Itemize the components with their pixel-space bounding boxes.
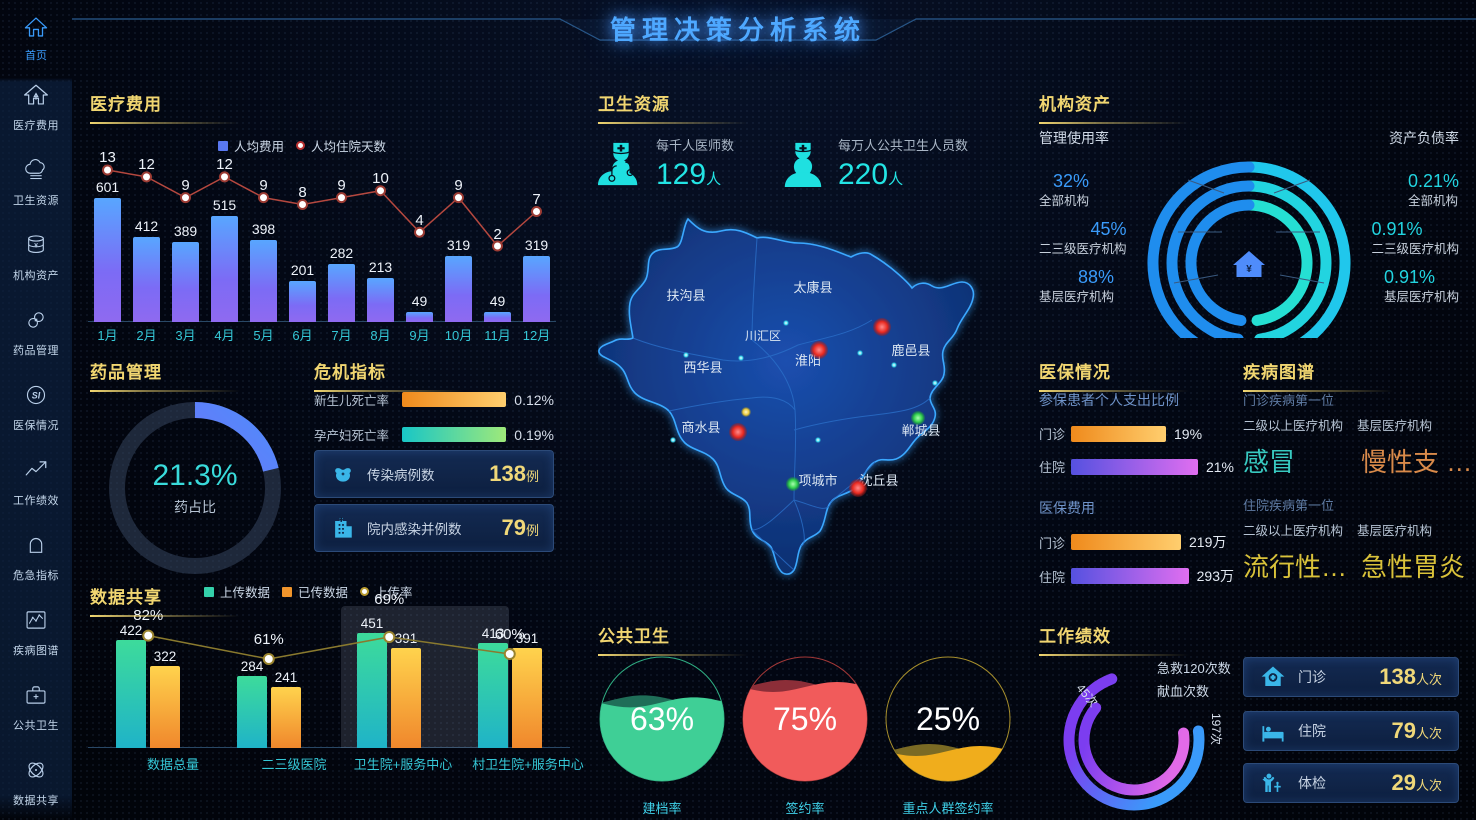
svg-text:郸城县: 郸城县 [901, 423, 940, 438]
svg-text:西华县: 西华县 [683, 360, 722, 375]
svg-text:项城市: 项城市 [798, 473, 837, 488]
svg-text:12: 12 [138, 156, 155, 173]
svg-text:鹿邑县: 鹿邑县 [891, 343, 930, 358]
svg-text:69%: 69% [374, 591, 404, 608]
svg-text:¥: ¥ [1246, 264, 1252, 275]
svg-text:8: 8 [298, 184, 306, 201]
svg-text:9: 9 [337, 177, 345, 194]
svg-text:197次: 197次 [1209, 713, 1223, 745]
svg-text:SI: SI [32, 390, 41, 400]
svg-text:商水县: 商水县 [681, 420, 720, 435]
svg-text:7: 7 [532, 191, 540, 208]
svg-text:太康县: 太康县 [793, 280, 832, 295]
svg-text:9: 9 [181, 177, 189, 194]
svg-text:9: 9 [259, 177, 267, 194]
svg-text:9: 9 [454, 177, 462, 194]
svg-text:10: 10 [372, 170, 389, 187]
svg-text:川汇区: 川汇区 [745, 329, 781, 343]
svg-text:12: 12 [216, 156, 233, 173]
svg-text:¥: ¥ [34, 242, 38, 249]
svg-text:13: 13 [99, 149, 116, 166]
svg-text:扶沟县: 扶沟县 [666, 288, 705, 303]
svg-text:60%: 60% [495, 626, 525, 643]
svg-text:61%: 61% [254, 631, 284, 648]
